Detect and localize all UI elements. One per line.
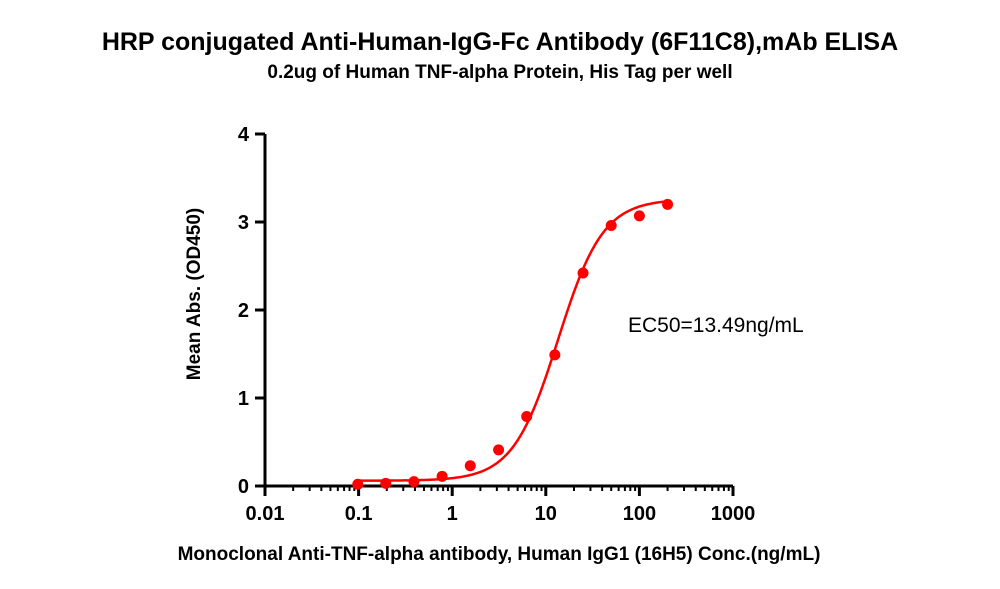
x-axis-ticks: 0.01 0.1 1 10 100 1000 (246, 486, 756, 525)
data-points (352, 198, 674, 490)
data-point (549, 349, 561, 361)
y-tick-label: 4 (238, 124, 250, 146)
y-tick-label: 1 (238, 388, 249, 410)
data-point (352, 478, 364, 490)
data-point (380, 477, 392, 489)
x-tick-label: 0.01 (246, 503, 285, 525)
chart-title: HRP conjugated Anti-Human-IgG-Fc Antibod… (102, 28, 898, 56)
fit-curve (357, 200, 668, 482)
x-tick-label: 100 (623, 503, 656, 525)
data-point (436, 470, 448, 482)
y-axis-ticks: 0 1 2 3 4 (238, 124, 265, 498)
data-point (577, 267, 589, 279)
x-tick-label: 0.1 (345, 503, 373, 525)
x-tick-label: 1000 (711, 503, 756, 525)
y-tick-label: 2 (238, 300, 249, 322)
x-tick-label: 1 (447, 503, 458, 525)
y-tick-label: 3 (238, 212, 249, 234)
y-tick-label: 0 (238, 476, 249, 498)
y-axis-label: Mean Abs. (OD450) (184, 208, 205, 380)
x-axis-label: Monoclonal Anti-TNF-alpha antibody, Huma… (178, 544, 821, 565)
data-point (662, 198, 674, 210)
data-point (464, 460, 476, 472)
data-point (633, 210, 645, 222)
data-point (493, 444, 505, 456)
data-point (521, 410, 533, 422)
chart-subtitle: 0.2ug of Human TNF-alpha Protein, His Ta… (267, 62, 732, 83)
data-point (605, 220, 617, 232)
ec50-annotation: EC50=13.49ng/mL (628, 314, 804, 337)
x-tick-label: 10 (535, 503, 557, 525)
data-point (408, 476, 420, 488)
